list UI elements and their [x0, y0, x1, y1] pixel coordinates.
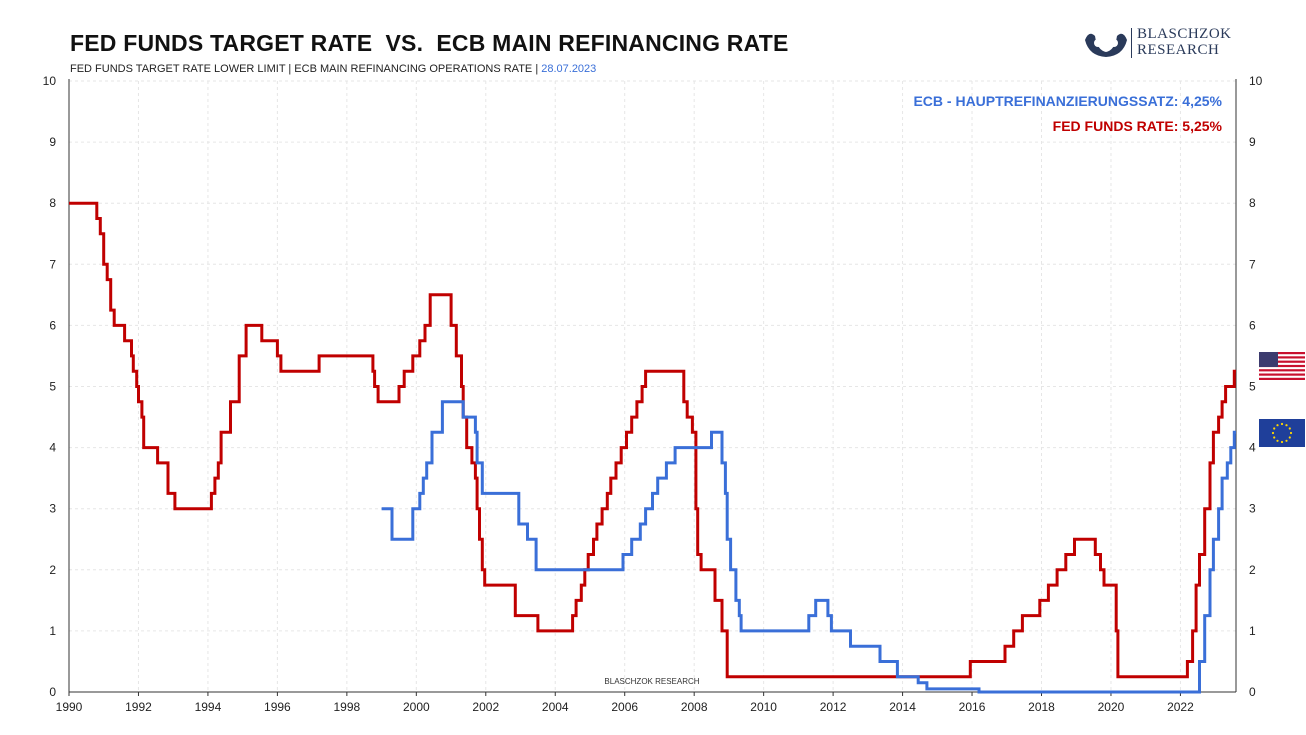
y-tick-label-left: 7 — [49, 257, 56, 271]
ecb-rate-line — [381, 400, 1236, 694]
chart-subtitle: FED FUNDS TARGET RATE LOWER LIMIT | ECB … — [70, 63, 596, 75]
brand-logo: BLASCHZOK RESEARCH — [1083, 26, 1243, 62]
x-tick-label: 2012 — [820, 700, 847, 714]
x-tick-label: 1990 — [56, 700, 83, 714]
fed-rate-line — [69, 201, 1236, 679]
y-tick-label-right: 0 — [1249, 685, 1256, 699]
x-tick-label: 2010 — [750, 700, 777, 714]
eu-flag-icon — [1259, 419, 1305, 447]
subtitle-text: FED FUNDS TARGET RATE LOWER LIMIT | ECB … — [70, 63, 542, 75]
y-tick-label-right: 6 — [1249, 318, 1256, 332]
y-tick-label-right: 5 — [1249, 380, 1256, 394]
x-tick-label: 1992 — [125, 700, 152, 714]
us-flag-icon — [1259, 352, 1305, 380]
x-tick-label: 1996 — [264, 700, 291, 714]
y-tick-label-right: 8 — [1249, 196, 1256, 210]
y-tick-label-left: 10 — [43, 74, 57, 88]
logo-line1: BLASCHZOK — [1137, 26, 1232, 42]
x-tick-label: 2014 — [889, 700, 916, 714]
x-tick-label: 2004 — [542, 700, 569, 714]
y-tick-label-left: 2 — [49, 563, 56, 577]
logo-divider — [1131, 28, 1132, 58]
watermark-text: BLASCHZOK RESEARCH — [604, 677, 699, 686]
y-tick-label-left: 0 — [49, 685, 56, 699]
y-tick-label-left: 3 — [49, 502, 56, 516]
y-tick-label-left: 1 — [49, 624, 56, 638]
subtitle-date: 28.07.2023 — [541, 63, 597, 75]
logo-line2: RESEARCH — [1137, 42, 1220, 58]
x-tick-label: 2022 — [1167, 700, 1194, 714]
ship-logo-icon — [1085, 33, 1127, 57]
x-tick-label: 1998 — [334, 700, 361, 714]
y-tick-label-right: 10 — [1249, 74, 1263, 88]
y-tick-label-right: 3 — [1249, 502, 1256, 516]
y-tick-label-left: 6 — [49, 318, 56, 332]
series-lines — [69, 201, 1236, 694]
x-tick-label: 2002 — [472, 700, 499, 714]
legend-ecb: ECB - HAUPTREFINANZIERUNGSSATZ: 4,25% — [913, 93, 1222, 109]
y-tick-label-right: 1 — [1249, 624, 1256, 638]
grid-lines — [69, 80, 1236, 692]
x-tick-label: 2008 — [681, 700, 708, 714]
x-tick-label: 2000 — [403, 700, 430, 714]
x-tick-label: 2018 — [1028, 700, 1055, 714]
y-tick-label-left: 9 — [49, 135, 56, 149]
x-tick-label: 1994 — [195, 700, 222, 714]
y-tick-label-left: 4 — [49, 441, 56, 455]
chart-title: FED FUNDS TARGET RATE VS. ECB MAIN REFIN… — [70, 30, 789, 56]
y-tick-label-left: 5 — [49, 380, 56, 394]
axes: 0 0 1 1 2 2 3 3 4 4 5 5 6 6 7 7 8 8 9 9 10 10 1990 1992 1994 1996… — [43, 74, 1263, 714]
y-tick-label-right: 2 — [1249, 563, 1256, 577]
legend-fed: FED FUNDS RATE: 5,25% — [1052, 118, 1222, 134]
y-tick-label-right: 7 — [1249, 257, 1256, 271]
y-tick-label-right: 4 — [1249, 441, 1256, 455]
x-tick-label: 2016 — [959, 700, 986, 714]
y-tick-label-right: 9 — [1249, 135, 1256, 149]
x-tick-label: 2020 — [1098, 700, 1125, 714]
y-tick-label-left: 8 — [49, 196, 56, 210]
x-tick-label: 2006 — [611, 700, 638, 714]
